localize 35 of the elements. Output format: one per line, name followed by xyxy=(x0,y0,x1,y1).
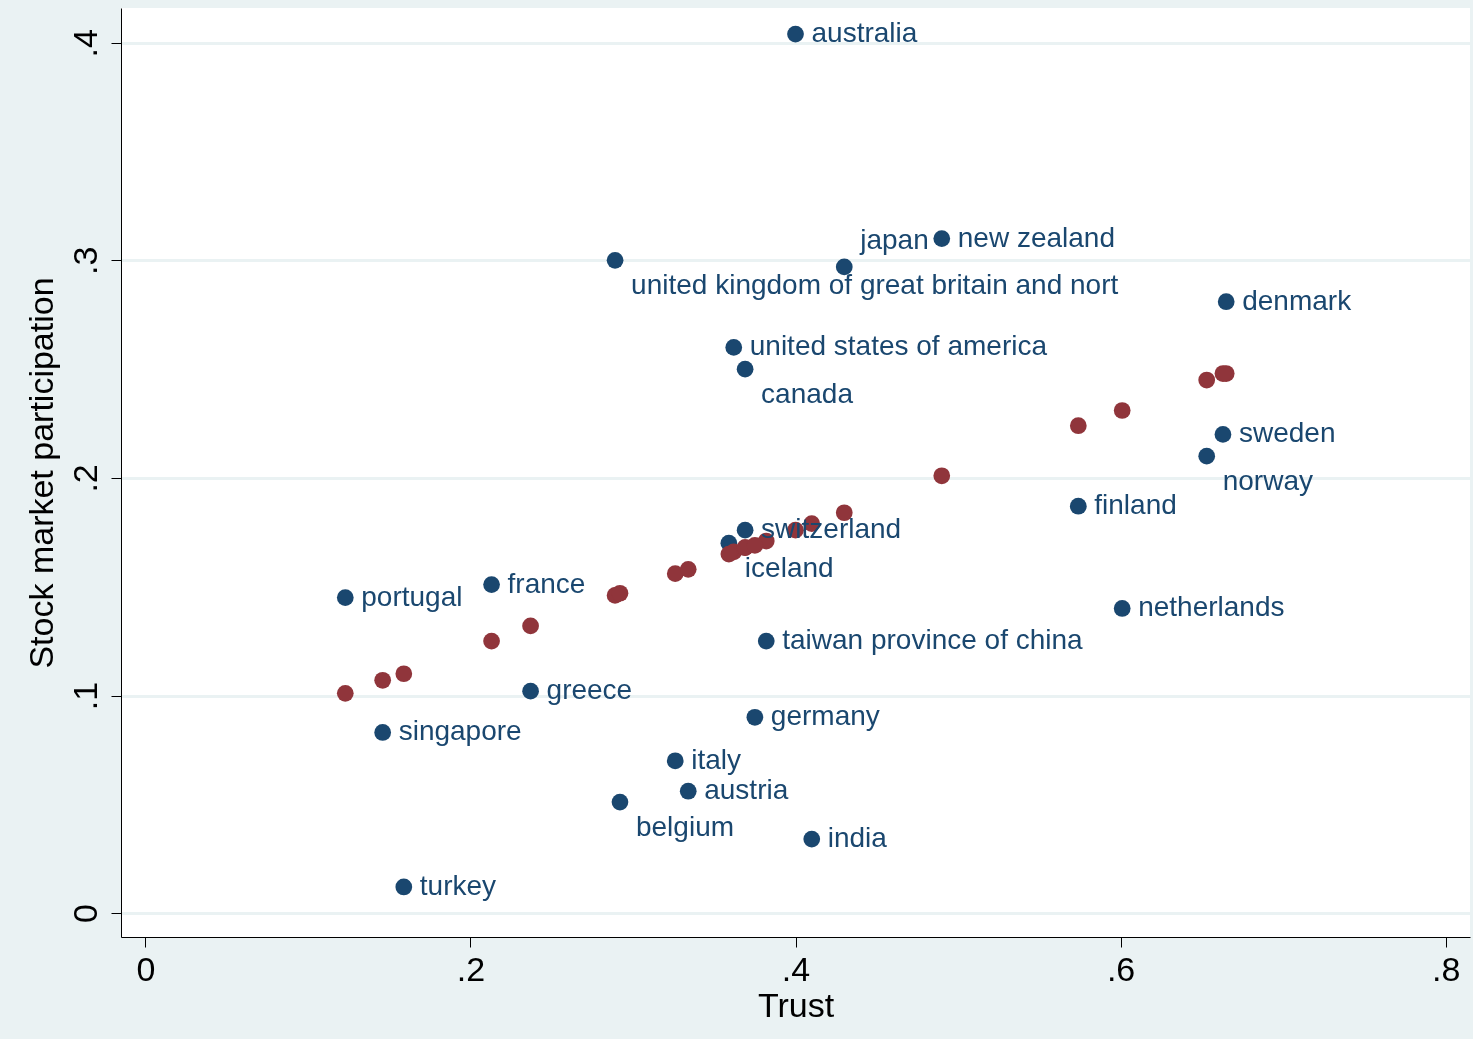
annotation: netherlands xyxy=(1138,591,1285,623)
annotation: singapore xyxy=(398,715,522,747)
x-tick-label: .4 xyxy=(781,949,811,988)
annotation: austria xyxy=(704,774,789,806)
annotation: taiwan province of china xyxy=(782,624,1084,656)
y-tick-label: .3 xyxy=(65,246,104,276)
annotation: sweden xyxy=(1238,417,1336,449)
annotation: italy xyxy=(691,743,742,775)
y-tick-label: .2 xyxy=(65,464,104,493)
annotation: new zealand xyxy=(957,221,1116,253)
annotation: finland xyxy=(1094,489,1177,521)
x-axis-title: Trust xyxy=(757,985,835,1024)
annotation: canada xyxy=(761,378,854,410)
x-tick-label: .2 xyxy=(456,949,486,988)
annotation: united kingdom of great britain and nort xyxy=(631,269,1119,301)
annotation: japan xyxy=(859,223,929,255)
annotation: france xyxy=(507,567,586,599)
annotation: turkey xyxy=(419,869,497,901)
annotation: belgium xyxy=(635,811,735,843)
annotation: germany xyxy=(770,700,880,732)
annotation: australia xyxy=(811,17,918,49)
x-tick-label: .6 xyxy=(1106,949,1136,988)
y-axis-title: Stock market participation xyxy=(21,277,60,669)
annotation: iceland xyxy=(744,552,834,584)
y-tick-label: .1 xyxy=(65,681,104,711)
x-tick-label: .8 xyxy=(1431,949,1461,988)
annotation: portugal xyxy=(361,580,463,612)
annotation: india xyxy=(827,822,888,854)
annotation: norway xyxy=(1222,465,1313,497)
annotation: denmark xyxy=(1242,284,1353,316)
y-tick-label: 0 xyxy=(65,904,104,924)
y-tick-label: .4 xyxy=(65,29,104,58)
annotation: greece xyxy=(546,674,633,706)
annotation: united states of america xyxy=(749,330,1048,362)
x-tick-label: 0 xyxy=(136,949,156,988)
